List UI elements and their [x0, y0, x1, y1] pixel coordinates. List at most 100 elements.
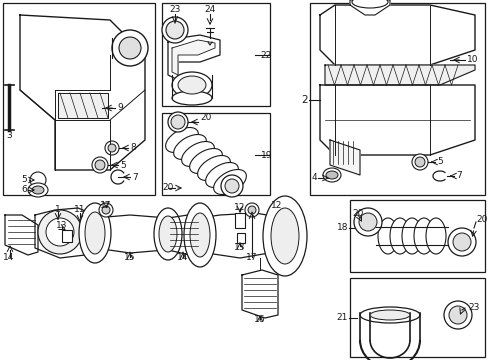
- Text: 23: 23: [170, 5, 181, 14]
- Text: 17: 17: [100, 201, 112, 210]
- Text: 5: 5: [120, 161, 126, 170]
- Text: 14: 14: [177, 253, 189, 262]
- Ellipse shape: [119, 37, 141, 59]
- Ellipse shape: [85, 212, 105, 254]
- Text: 7: 7: [456, 171, 462, 180]
- Ellipse shape: [30, 172, 46, 188]
- Ellipse shape: [166, 127, 198, 153]
- Ellipse shape: [95, 160, 105, 170]
- Ellipse shape: [105, 141, 119, 155]
- Text: 2: 2: [301, 95, 308, 105]
- Ellipse shape: [168, 112, 188, 132]
- Text: 3: 3: [6, 130, 12, 139]
- Bar: [62, 230, 72, 242]
- Ellipse shape: [79, 203, 111, 263]
- Text: 10: 10: [467, 55, 479, 64]
- Text: 12: 12: [271, 201, 283, 210]
- Ellipse shape: [415, 157, 425, 167]
- Bar: [237, 233, 245, 243]
- Text: 14: 14: [3, 253, 14, 262]
- Ellipse shape: [378, 218, 398, 254]
- Text: 8: 8: [130, 144, 136, 153]
- Text: 20: 20: [476, 216, 488, 225]
- Ellipse shape: [248, 206, 256, 214]
- Ellipse shape: [414, 218, 434, 254]
- Text: 22: 22: [261, 50, 272, 59]
- Bar: [310, 3, 485, 195]
- Ellipse shape: [449, 306, 467, 324]
- Bar: [162, 3, 270, 106]
- Text: 17: 17: [246, 253, 258, 262]
- Ellipse shape: [359, 213, 377, 231]
- Bar: [162, 113, 270, 195]
- Text: 20: 20: [352, 208, 364, 217]
- Ellipse shape: [214, 170, 246, 194]
- Ellipse shape: [323, 168, 341, 182]
- Polygon shape: [95, 215, 168, 253]
- Text: 24: 24: [204, 5, 216, 14]
- Ellipse shape: [225, 179, 239, 193]
- Ellipse shape: [99, 203, 113, 217]
- Polygon shape: [168, 35, 220, 80]
- Polygon shape: [242, 270, 278, 318]
- Polygon shape: [172, 40, 215, 75]
- Ellipse shape: [154, 208, 182, 260]
- Bar: [350, 278, 485, 357]
- Ellipse shape: [352, 0, 388, 8]
- Polygon shape: [168, 215, 200, 255]
- Ellipse shape: [206, 162, 238, 188]
- Ellipse shape: [360, 307, 420, 323]
- Ellipse shape: [166, 21, 184, 39]
- Text: 23: 23: [468, 303, 479, 312]
- Text: 18: 18: [337, 224, 348, 233]
- Ellipse shape: [184, 203, 216, 267]
- Text: 13: 13: [56, 220, 68, 230]
- Ellipse shape: [182, 141, 214, 166]
- Polygon shape: [200, 213, 285, 258]
- Polygon shape: [325, 65, 475, 85]
- Ellipse shape: [46, 218, 74, 246]
- Text: 19: 19: [261, 150, 272, 159]
- Ellipse shape: [190, 213, 210, 257]
- Ellipse shape: [172, 91, 212, 105]
- Ellipse shape: [453, 233, 471, 251]
- Ellipse shape: [178, 76, 206, 94]
- Text: 9: 9: [117, 104, 123, 112]
- Ellipse shape: [162, 17, 188, 43]
- Ellipse shape: [448, 228, 476, 256]
- Ellipse shape: [197, 156, 230, 180]
- Ellipse shape: [112, 30, 148, 66]
- Ellipse shape: [102, 206, 110, 214]
- Ellipse shape: [390, 218, 410, 254]
- Text: 20: 20: [200, 113, 211, 122]
- Polygon shape: [58, 93, 108, 118]
- Polygon shape: [5, 215, 38, 255]
- Ellipse shape: [271, 208, 299, 264]
- Text: 4: 4: [312, 174, 318, 183]
- Ellipse shape: [92, 157, 108, 173]
- Text: 16: 16: [254, 315, 266, 324]
- Polygon shape: [330, 140, 360, 175]
- Ellipse shape: [32, 186, 44, 194]
- Text: 1: 1: [55, 206, 61, 215]
- Ellipse shape: [108, 144, 116, 152]
- Ellipse shape: [354, 208, 382, 236]
- Text: 7: 7: [132, 172, 138, 181]
- Polygon shape: [20, 15, 145, 170]
- Polygon shape: [35, 208, 95, 258]
- Ellipse shape: [171, 115, 185, 129]
- Text: 13: 13: [234, 243, 246, 252]
- Polygon shape: [320, 85, 475, 155]
- Ellipse shape: [402, 218, 422, 254]
- Text: 12: 12: [234, 203, 245, 212]
- Text: 15: 15: [124, 253, 136, 262]
- Text: 5: 5: [21, 175, 27, 184]
- Ellipse shape: [326, 171, 338, 179]
- Ellipse shape: [38, 210, 82, 254]
- Ellipse shape: [370, 310, 410, 320]
- Polygon shape: [350, 0, 390, 15]
- Text: 20: 20: [162, 184, 173, 193]
- Ellipse shape: [221, 175, 243, 197]
- Polygon shape: [320, 5, 475, 65]
- Bar: [350, 200, 485, 272]
